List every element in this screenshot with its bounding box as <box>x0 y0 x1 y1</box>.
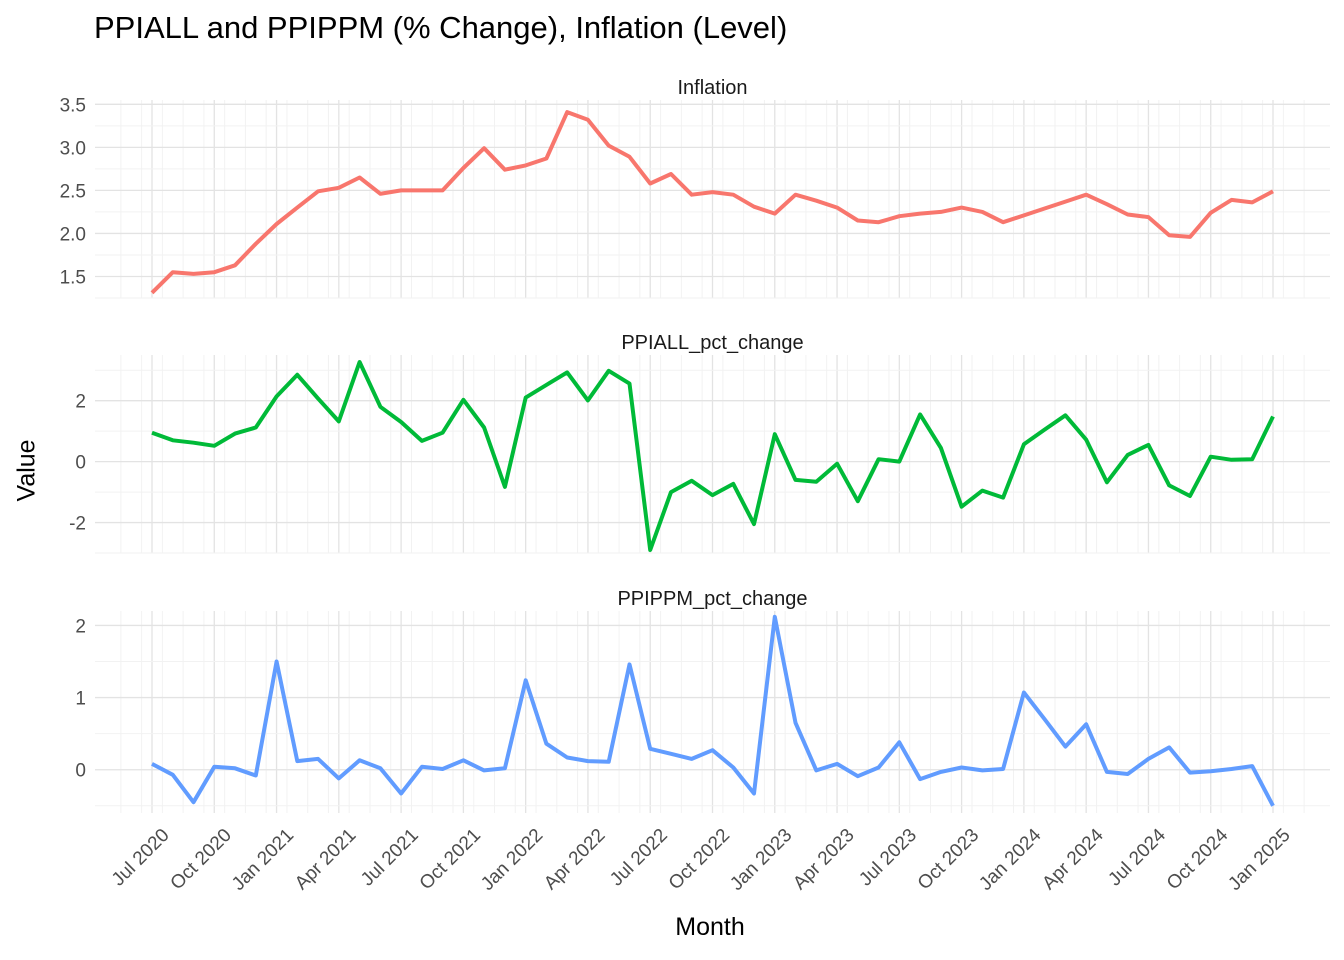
facet-strip-label: PPIPPM_pct_change <box>617 588 807 610</box>
facet-strip-label: Inflation <box>677 77 747 99</box>
y-tick-label: 3.5 <box>60 95 86 116</box>
facet-panel: PPIPPM_pct_change 0 1 2 <box>75 588 1330 813</box>
x-tick-label: Oct 2021 <box>416 825 485 894</box>
series-line <box>151 360 1275 552</box>
series-line <box>150 110 1274 295</box>
y-tick-label: 2.0 <box>60 224 86 245</box>
x-tick-label: Jul 2021 <box>357 825 423 891</box>
x-tick-label: Jul 2020 <box>108 825 174 891</box>
y-tick-label: 2 <box>75 616 86 637</box>
y-tick-label: 2.5 <box>60 181 86 202</box>
x-tick-label: Oct 2023 <box>914 825 983 894</box>
x-tick-label: Oct 2022 <box>665 825 734 894</box>
x-tick-label: Jan 2023 <box>726 825 796 895</box>
x-tick-label: Apr 2024 <box>1038 824 1108 894</box>
x-tick-label: Jan 2021 <box>228 825 298 895</box>
x-tick-label: Apr 2022 <box>540 825 609 894</box>
facet-panel: PPIALL_pct_change -2 0 2 <box>69 332 1330 554</box>
x-tick-label: Jan 2024 <box>975 824 1045 894</box>
y-tick-label: 1.5 <box>60 267 86 288</box>
x-tick-label: Jan 2025 <box>1224 825 1294 895</box>
x-tick-label: Jul 2023 <box>855 825 921 891</box>
chart-title: PPIALL and PPIPPM (% Change), Inflation … <box>94 10 788 45</box>
facet-strip-label: PPIALL_pct_change <box>621 332 803 354</box>
x-tick-label: Apr 2023 <box>789 825 858 894</box>
y-tick-label: 3.0 <box>60 138 86 159</box>
series-line <box>151 614 1275 807</box>
y-tick-label: -2 <box>69 514 86 535</box>
x-tick-label: Jan 2022 <box>477 825 547 895</box>
x-tick-label: Jul 2022 <box>606 825 672 891</box>
y-tick-label: 2 <box>75 392 86 413</box>
x-tick-label: Apr 2021 <box>291 825 360 894</box>
y-tick-label: 0 <box>75 761 86 782</box>
x-tick-label: Oct 2020 <box>167 825 236 894</box>
x-tick-label: Oct 2024 <box>1163 824 1233 894</box>
facet-panel: Inflation 1.5 2.0 2.5 3.0 3.5 <box>60 77 1330 299</box>
x-tick-label: Jul 2024 <box>1104 824 1170 890</box>
y-tick-label: 1 <box>75 689 86 710</box>
y-tick-label: 0 <box>75 453 86 474</box>
x-axis-title: Month <box>675 913 745 941</box>
